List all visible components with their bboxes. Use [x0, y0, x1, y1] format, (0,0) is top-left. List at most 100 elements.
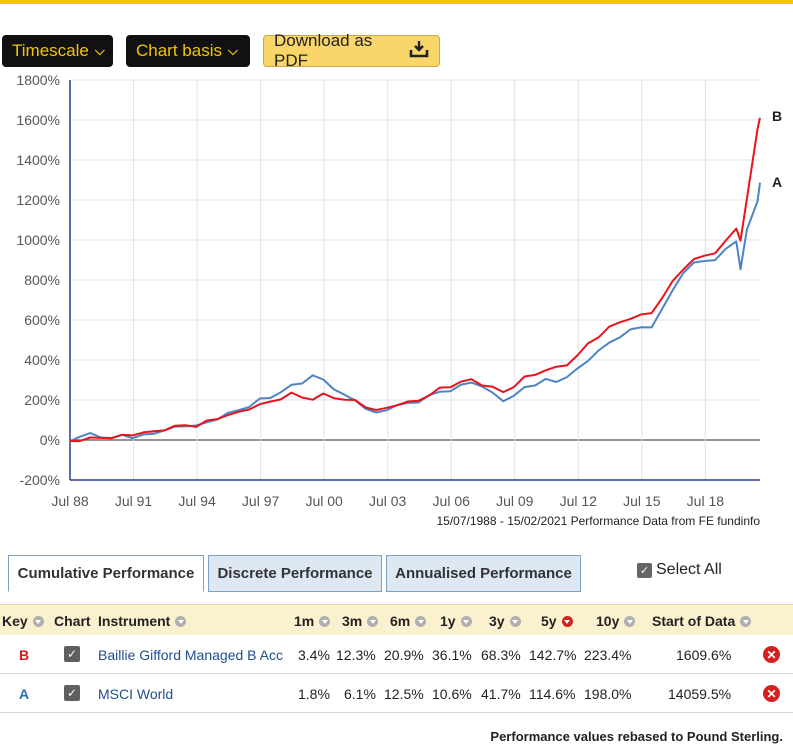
tab-cumulative-performance[interactable]: Cumulative Performance [8, 555, 204, 592]
cell-3m: 12.3% [336, 647, 376, 663]
cell-1m: 3.4% [298, 647, 330, 663]
cell-1m: 1.8% [298, 686, 330, 702]
header-1m[interactable]: 1m [294, 613, 331, 629]
x-tick-label: Jul 18 [687, 493, 725, 509]
chart-basis-label: Chart basis [136, 41, 222, 60]
table-row: A ✓ MSCI World 1.8% 6.1% 12.5% 10.6% 41.… [0, 674, 793, 713]
header-chart: Chart [54, 613, 91, 629]
remove-icon[interactable]: ✕ [763, 646, 780, 663]
y-tick-label: 1600% [16, 112, 60, 128]
header-instrument[interactable]: Instrument [98, 613, 187, 629]
x-tick-label: Jul 09 [496, 493, 534, 509]
cell-5y: 114.6% [529, 686, 576, 702]
chart-series: AB [69, 108, 782, 443]
chart-toggle-checkbox[interactable]: ✓ [64, 646, 80, 662]
y-tick-label: 400% [24, 352, 60, 368]
row-key-a: A [19, 686, 30, 702]
y-tick-label: 200% [24, 392, 60, 408]
x-tick-label: Jul 97 [242, 493, 280, 509]
y-axis-ticks: 1800% 1600% 1400% 1200% 1000% 800% 600% 400% 200… [16, 72, 60, 488]
instrument-link[interactable]: Baillie Gifford Managed B Acc [98, 647, 283, 663]
y-tick-label: 1400% [16, 152, 60, 168]
series-line-b [69, 117, 761, 443]
performance-line-chart: 1800% 1600% 1400% 1200% 1000% 800% 600% 400% 200… [16, 72, 782, 528]
y-tick-label: 0% [40, 432, 60, 448]
header-6m[interactable]: 6m [390, 613, 427, 629]
cell-1y: 36.1% [432, 647, 472, 663]
cell-6m: 20.9% [384, 647, 424, 663]
series-end-label: B [772, 108, 782, 124]
remove-icon[interactable]: ✕ [763, 685, 780, 702]
checkbox-checked-icon: ✓ [637, 562, 652, 578]
sort-active-icon [561, 616, 573, 627]
top-accent-bar [0, 0, 793, 4]
series-line-a [69, 182, 761, 443]
download-icon [409, 40, 429, 63]
download-pdf-label: Download as PDF [274, 31, 373, 70]
cell-3y: 41.7% [481, 686, 521, 702]
header-3y[interactable]: 3y [489, 613, 521, 629]
download-pdf-button[interactable]: Download as PDF [263, 31, 440, 70]
y-tick-label: 1000% [16, 232, 60, 248]
x-tick-label: Jul 15 [623, 493, 661, 509]
sort-icon [740, 616, 752, 627]
sort-icon [509, 616, 521, 627]
timescale-label: Timescale [12, 41, 89, 60]
select-all-label: Select All [656, 561, 722, 578]
sort-icon [367, 616, 379, 627]
header-10y[interactable]: 10y [596, 613, 636, 629]
header-5y[interactable]: 5y [541, 613, 573, 629]
cell-10y: 198.0% [584, 686, 632, 702]
x-tick-label: Jul 91 [115, 493, 153, 509]
table-row: B ✓ Baillie Gifford Managed B Acc 3.4% 1… [0, 635, 793, 674]
chevron-down-icon: ⌵ [227, 43, 238, 58]
cell-6m: 12.5% [384, 686, 424, 702]
performance-table-header: Key Chart Instrument 1m 3m 6m 1y 3y 5y 1… [0, 604, 793, 635]
tab-label: Discrete Performance [217, 565, 373, 582]
chart-grid [69, 79, 760, 481]
y-tick-label: 600% [24, 312, 60, 328]
x-tick-label: Jul 03 [369, 493, 407, 509]
tab-discrete-performance[interactable]: Discrete Performance [208, 555, 382, 592]
footer-note: Performance values rebased to Pound Ster… [490, 729, 783, 744]
timescale-button[interactable]: Timescale ⌵ [2, 35, 113, 67]
header-1y[interactable]: 1y [440, 613, 472, 629]
tab-annualised-performance[interactable]: Annualised Performance [386, 555, 581, 592]
y-tick-label: -200% [20, 472, 60, 488]
sort-icon [460, 616, 472, 627]
y-tick-label: 800% [24, 272, 60, 288]
instrument-link[interactable]: MSCI World [98, 686, 174, 702]
tab-label: Annualised Performance [395, 565, 572, 582]
chevron-down-icon: ⌵ [94, 43, 105, 58]
x-tick-label: Jul 06 [433, 493, 471, 509]
x-tick-label: Jul 12 [560, 493, 598, 509]
cell-3m: 6.1% [344, 686, 376, 702]
y-tick-label: 1800% [16, 72, 60, 88]
chart-basis-button[interactable]: Chart basis ⌵ [126, 35, 250, 67]
x-tick-label: Jul 94 [178, 493, 216, 509]
sort-icon [415, 616, 427, 627]
cell-10y: 223.4% [584, 647, 632, 663]
chart-caption: 15/07/1988 - 15/02/2021 Performance Data… [436, 514, 760, 528]
y-tick-label: 1200% [16, 192, 60, 208]
cell-5y: 142.7% [529, 647, 577, 663]
header-key[interactable]: Key [2, 613, 44, 629]
x-axis-ticks: Jul 88 Jul 91 Jul 94 Jul 97 Jul 00 Jul 03 Jul … [51, 493, 724, 509]
sort-icon [319, 616, 331, 627]
cell-start-of-data: 1609.6% [676, 647, 732, 663]
tab-label: Cumulative Performance [17, 565, 195, 582]
header-start-of-data[interactable]: Start of Data [652, 613, 752, 629]
x-tick-label: Jul 00 [305, 493, 343, 509]
sort-icon [624, 616, 636, 627]
cell-3y: 68.3% [481, 647, 521, 663]
cell-start-of-data: 14059.5% [668, 686, 732, 702]
header-3m[interactable]: 3m [342, 613, 379, 629]
sort-icon [175, 616, 187, 627]
select-all-checkbox[interactable]: ✓ Select All [637, 561, 722, 579]
series-end-label: A [772, 174, 782, 190]
sort-icon [32, 616, 44, 627]
row-key-b: B [19, 647, 30, 663]
chart-toggle-checkbox[interactable]: ✓ [64, 685, 80, 701]
x-tick-label: Jul 88 [51, 493, 89, 509]
cell-1y: 10.6% [432, 686, 472, 702]
